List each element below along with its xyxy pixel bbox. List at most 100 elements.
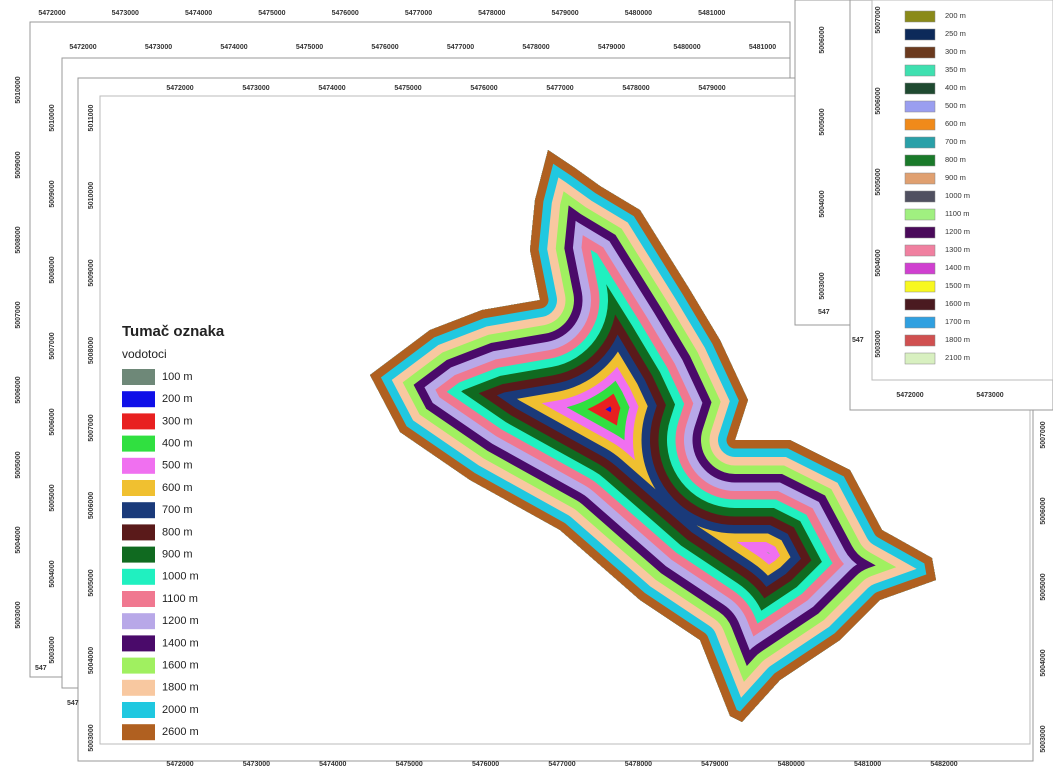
legend-label: 1200 m — [945, 227, 970, 236]
legend-swatch — [905, 119, 935, 130]
x-tick-label: 5473000 — [976, 392, 1003, 399]
y-tick-label: 5003000 — [875, 330, 882, 357]
legend-label: 1300 m — [945, 245, 970, 254]
y-tick-label: 5008000 — [49, 256, 56, 283]
y-tick-label: 5009000 — [15, 151, 22, 178]
legend-label: 800 m — [945, 155, 966, 164]
legend-swatch — [905, 353, 935, 364]
legend-swatch — [905, 263, 935, 274]
y-tick-label: 5004000 — [88, 647, 95, 674]
y-tick-label: 5004000 — [49, 560, 56, 587]
x-tick-label: 5479000 — [701, 761, 728, 768]
legend-swatch — [905, 335, 935, 346]
y-tick-label: 5003000 — [1040, 725, 1047, 752]
legend-swatch — [905, 29, 935, 40]
legend-label: 700 m — [945, 137, 966, 146]
legend-label: 1400 m — [945, 263, 970, 272]
y-tick-label: 5008000 — [15, 226, 22, 253]
x-tick-label: 5473000 — [145, 44, 172, 51]
x-tick-label: 5475000 — [296, 44, 323, 51]
y-tick-label: 5006000 — [15, 376, 22, 403]
x-tick-label: 5481000 — [749, 44, 776, 51]
legend-swatch — [905, 317, 935, 328]
x-tick-label: 5472000 — [38, 10, 65, 17]
y-tick-label: 5005000 — [15, 451, 22, 478]
x-tick-label: 5472000 — [69, 44, 96, 51]
legend-swatch — [905, 155, 935, 166]
x-tick-label: 5479000 — [698, 85, 725, 92]
y-tick-label: 5004000 — [819, 190, 826, 217]
legend-label: 1600 m — [945, 299, 970, 308]
legend-swatch — [905, 101, 935, 112]
legend-label: 500 m — [945, 101, 966, 110]
y-tick-label: 5005000 — [819, 108, 826, 135]
y-tick-label: 5007000 — [15, 301, 22, 328]
map-view: Tumač oznaka vodotoci 100 m200 m300 m400… — [0, 0, 1053, 768]
x-tick-label: 5477000 — [447, 44, 474, 51]
legend-title: Tumač oznaka — [122, 323, 225, 340]
y-tick-label: 5006000 — [875, 87, 882, 114]
y-tick-label: 5004000 — [15, 526, 22, 553]
legend-label: 400 m — [945, 83, 966, 92]
legend-swatch — [122, 635, 155, 651]
x-tick-label: 5479000 — [598, 44, 625, 51]
legend-label: 2600 m — [162, 726, 199, 738]
legend-swatch — [122, 524, 155, 540]
y-tick-label: 5003000 — [49, 636, 56, 663]
legend-label: 500 m — [162, 460, 193, 472]
legend-swatch — [122, 613, 155, 629]
legend-label: 1800 m — [945, 335, 970, 344]
legend-label: 2100 m — [945, 353, 970, 362]
y-tick-label: 5009000 — [49, 180, 56, 207]
x-tick-label: 5473000 — [243, 761, 270, 768]
legend-swatch — [122, 547, 155, 563]
legend-swatch — [122, 369, 155, 385]
y-tick-label: 5007000 — [88, 414, 95, 441]
x-tick-label: 5473000 — [242, 85, 269, 92]
corner-label: 547 — [818, 309, 830, 316]
x-tick-label: 5482000 — [930, 761, 957, 768]
x-tick-label: 5472000 — [166, 85, 193, 92]
x-tick-label: 5478000 — [522, 44, 549, 51]
corner-label: 547 — [852, 337, 864, 344]
legend-label: 300 m — [945, 47, 966, 56]
y-tick-label: 5007000 — [875, 6, 882, 33]
legend-label: 300 m — [162, 415, 193, 427]
y-tick-label: 5011000 — [88, 104, 95, 131]
x-tick-label: 5476000 — [371, 44, 398, 51]
legend-swatch — [905, 191, 935, 202]
y-tick-label: 5003000 — [15, 601, 22, 628]
x-tick-label: 5480000 — [778, 761, 805, 768]
x-tick-label: 5475000 — [396, 761, 423, 768]
legend-label: 1000 m — [162, 571, 199, 583]
legend-swatch — [905, 137, 935, 148]
x-tick-label: 5475000 — [258, 10, 285, 17]
y-tick-label: 5010000 — [88, 182, 95, 209]
legend-label: 200 m — [945, 11, 966, 20]
x-tick-label: 5474000 — [319, 761, 346, 768]
x-tick-label: 5480000 — [625, 10, 652, 17]
legend-swatch — [122, 702, 155, 718]
legend-swatch — [905, 245, 935, 256]
x-tick-label: 5481000 — [854, 761, 881, 768]
legend-subtitle: vodotoci — [122, 347, 167, 361]
legend-swatch — [122, 591, 155, 607]
legend-swatch — [122, 569, 155, 585]
legend-swatch — [122, 680, 155, 696]
legend-label: 600 m — [162, 482, 193, 494]
x-tick-label: 5480000 — [673, 44, 700, 51]
x-tick-label: 5479000 — [551, 10, 578, 17]
legend-swatch — [122, 413, 155, 429]
x-tick-label: 5481000 — [698, 10, 725, 17]
y-tick-label: 5010000 — [49, 104, 56, 131]
legend-swatch — [905, 11, 935, 22]
legend-label: 1000 m — [945, 191, 970, 200]
x-tick-label: 5474000 — [185, 10, 212, 17]
legend-label: 350 m — [945, 65, 966, 74]
y-tick-label: 5003000 — [88, 724, 95, 751]
corner-label: 547 — [67, 700, 79, 707]
y-tick-label: 5004000 — [1040, 649, 1047, 676]
y-tick-label: 5009000 — [88, 259, 95, 286]
x-tick-label: 5477000 — [546, 85, 573, 92]
legend-swatch — [905, 227, 935, 238]
